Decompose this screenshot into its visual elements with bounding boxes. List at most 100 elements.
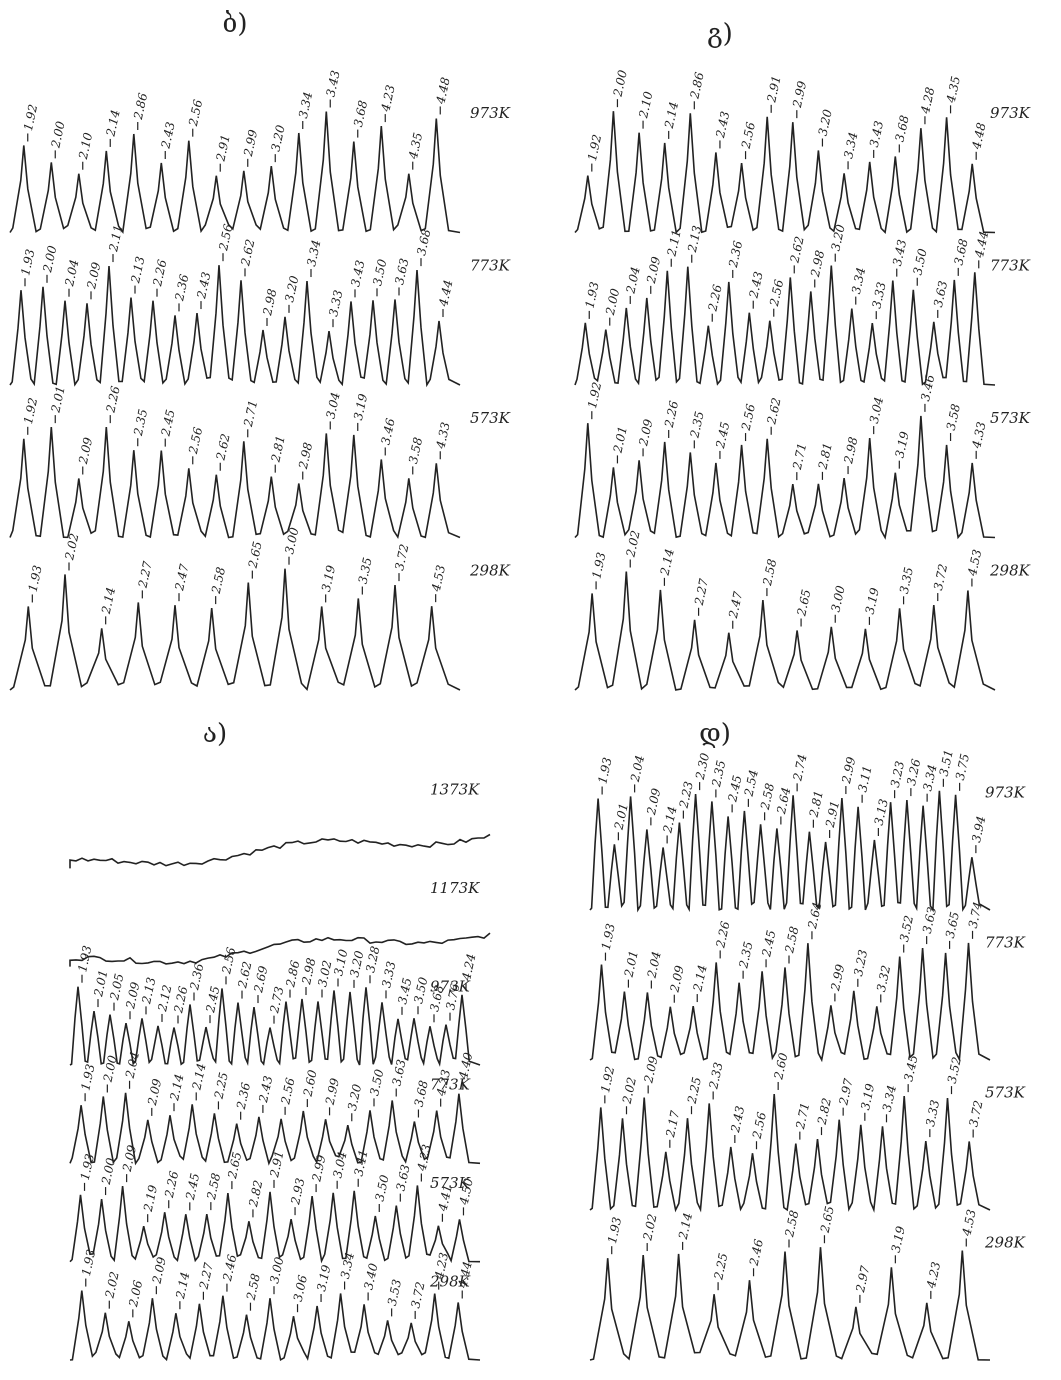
peak-label: 3.63 (394, 1163, 413, 1192)
peak-label: 1.92 (598, 1065, 617, 1094)
temperature-label: 973K (990, 104, 1031, 122)
peak-label: 3.43 (867, 119, 886, 148)
peak-label: 1.93 (78, 1062, 97, 1091)
peak-label: 2.99 (828, 963, 848, 993)
peak-label: 3.33 (379, 960, 398, 989)
temperature-label: 773K (990, 257, 1031, 275)
peak-label: 2.14 (173, 1271, 192, 1301)
peak-label: 2.25 (211, 1071, 230, 1101)
diffraction-trace (10, 112, 460, 233)
diffraction-trace (70, 933, 490, 967)
peak-label: 3.00 (282, 526, 301, 555)
peak-label: 2.10 (636, 90, 656, 120)
peak-label: 1.93 (595, 756, 614, 785)
peak-label: 4.35 (944, 75, 963, 105)
peak-label: 2.99 (241, 128, 261, 158)
peak-label: 2.45 (759, 929, 778, 959)
peak-label: 3.50 (910, 247, 929, 276)
peak-label: 2.43 (194, 270, 214, 300)
peak-label: 2.27 (692, 577, 712, 607)
peak-label: 3.23 (851, 948, 870, 977)
peak-label: 2.09 (84, 261, 104, 291)
peak-label: 2.58 (244, 1272, 264, 1302)
peak-label: 2.98 (260, 287, 280, 317)
peak-label: 3.34 (880, 1084, 899, 1113)
peak-label: 3.72 (392, 543, 411, 572)
peak-label: 3.19 (314, 1263, 333, 1292)
peak-label: 1.93 (605, 1215, 624, 1244)
peak-label: 2.97 (836, 1077, 856, 1107)
peak-label: 2.56 (186, 98, 206, 128)
peak-label: 4.53 (959, 1208, 979, 1238)
peak-label: 2.82 (815, 1097, 834, 1127)
peak-label: 2.99 (839, 755, 859, 785)
peak-label: 3.68 (893, 114, 912, 143)
peak-label: 2.98 (841, 435, 861, 465)
peak-label: 1.93 (26, 564, 45, 593)
peak-label: 2.17 (663, 1109, 683, 1139)
peak-label: 2.91 (213, 133, 232, 163)
peak-label: 3.20 (347, 949, 366, 978)
peak-label: 1.93 (78, 1152, 97, 1181)
peak-label: 2.00 (48, 120, 68, 150)
peak-label: 2.00 (100, 1054, 120, 1084)
peak-label: 2.58 (782, 1209, 802, 1239)
peak-label: 2.26 (162, 1169, 182, 1199)
peak-label: 2.65 (225, 1151, 244, 1181)
panel-label: დ) (699, 719, 731, 749)
peak-label: 3.04 (867, 396, 886, 425)
peak-label: 3.68 (412, 1079, 431, 1108)
peak-label: 2.30 (693, 751, 713, 781)
temperature-label: 973K (430, 977, 471, 995)
peak-label: 3.34 (849, 266, 868, 295)
peak-label: 2.58 (204, 1171, 224, 1201)
peak-label: 2.01 (48, 385, 67, 415)
peak-label: 2.36 (726, 239, 746, 269)
peak-label: 2.09 (76, 436, 96, 466)
peak-label: 3.43 (323, 69, 342, 98)
peak-label: 1.92 (21, 103, 40, 132)
peak-label: 3.94 (969, 815, 988, 844)
peak-label: 2.11 (106, 224, 125, 254)
peak-label: 4.23 (414, 1143, 434, 1173)
peak-label: 2.14 (189, 1062, 208, 1092)
peak-label: 3.53 (385, 1278, 404, 1307)
peak-label: 2.09 (145, 1077, 165, 1107)
peak-label: 3.04 (323, 391, 342, 420)
peak-label: 2.86 (687, 71, 707, 101)
peak-label: 2.26 (705, 283, 725, 313)
peak-label: 2.00 (610, 68, 630, 98)
temperature-label: 1373K (430, 781, 480, 799)
peak-label: 3.40 (361, 1262, 380, 1291)
peak-label: 2.99 (323, 1077, 343, 1107)
peak-label: 3.68 (351, 99, 370, 128)
peak-label: 3.65 (943, 910, 962, 939)
peak-label: 4.53 (429, 563, 449, 593)
peak-label: 2.62 (787, 235, 806, 265)
peak-label: 2.46 (747, 1237, 767, 1267)
peak-label: 2.09 (120, 1143, 140, 1173)
peak-label: 3.43 (890, 238, 909, 267)
peak-label: 3.20 (282, 274, 301, 303)
peak-label: 4.44 (972, 230, 991, 260)
peak-label: 3.34 (296, 91, 315, 120)
peak-label: 2.43 (728, 1104, 748, 1134)
peak-label: 3.19 (889, 1225, 908, 1254)
peak-label: 2.98 (808, 249, 828, 279)
peak-label: 3.33 (869, 280, 888, 309)
peak-label: 1.93 (18, 247, 37, 276)
peak-label: 2.64 (805, 901, 824, 931)
peak-label: 2.56 (186, 426, 206, 456)
peak-label: 2.04 (628, 754, 647, 784)
peak-label: 2.64 (774, 786, 793, 816)
peak-label: 3.19 (319, 564, 338, 593)
peak-label: 2.47 (726, 590, 746, 620)
peak-label: 3.34 (304, 239, 323, 268)
peak-label: 3.26 (904, 757, 923, 786)
peak-label: 2.43 (713, 110, 733, 140)
peak-label: 3.35 (897, 566, 916, 595)
peak-label: 2.56 (739, 120, 759, 150)
peak-label: 3.34 (920, 763, 939, 792)
peak-label: 3.72 (966, 1099, 985, 1128)
peak-label: 2.43 (746, 270, 766, 300)
